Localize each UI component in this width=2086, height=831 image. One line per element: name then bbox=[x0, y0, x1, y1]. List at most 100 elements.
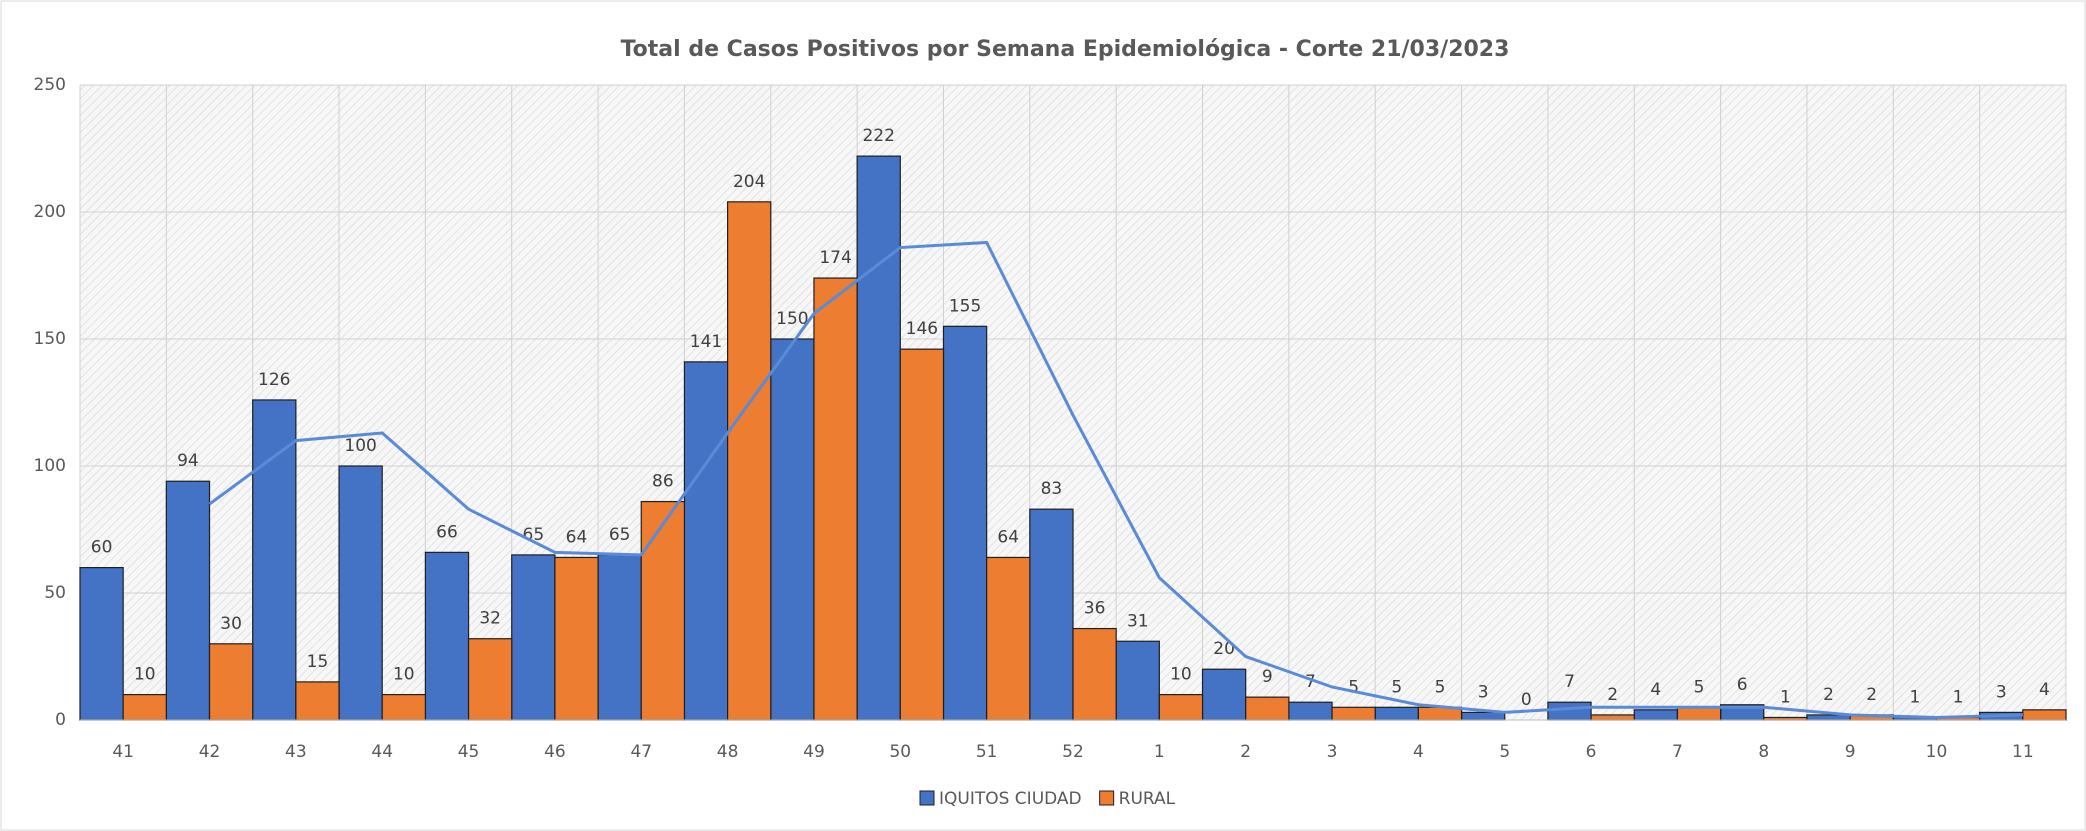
value-label: 174 bbox=[819, 248, 851, 268]
bar bbox=[1590, 714, 1635, 721]
value-label: 146 bbox=[906, 319, 938, 339]
y-tick-label: 0 bbox=[55, 710, 66, 730]
value-label: 3 bbox=[1478, 682, 1489, 702]
value-label: 100 bbox=[344, 436, 376, 456]
value-label: 5 bbox=[1348, 677, 1359, 697]
x-tick-label: 50 bbox=[889, 742, 911, 762]
chart-title: Total de Casos Positivos por Semana Epid… bbox=[621, 37, 1510, 62]
value-label: 66 bbox=[436, 522, 458, 542]
x-tick-label: 3 bbox=[1327, 742, 1338, 762]
value-label: 64 bbox=[997, 527, 1019, 547]
x-tick-label: 44 bbox=[371, 742, 393, 762]
x-tick-label: 41 bbox=[112, 742, 134, 762]
bar bbox=[1288, 701, 1333, 721]
value-label: 7 bbox=[1564, 672, 1575, 692]
value-label: 32 bbox=[479, 609, 501, 629]
value-label: 31 bbox=[1127, 611, 1149, 631]
x-tick-label: 45 bbox=[458, 742, 480, 762]
value-label: 2 bbox=[1866, 685, 1877, 705]
bar bbox=[856, 155, 901, 721]
bar bbox=[683, 361, 729, 721]
bar bbox=[1547, 701, 1592, 721]
y-tick-label: 100 bbox=[34, 456, 66, 476]
x-tick-label: 9 bbox=[1845, 742, 1856, 762]
bar bbox=[381, 693, 426, 721]
value-label: 15 bbox=[307, 652, 329, 672]
y-tick-label: 50 bbox=[44, 583, 66, 603]
bar bbox=[554, 556, 599, 721]
bar bbox=[1331, 706, 1376, 721]
value-label: 5 bbox=[1694, 677, 1705, 697]
value-label: 60 bbox=[91, 538, 113, 558]
bar bbox=[597, 554, 642, 721]
value-label: 4 bbox=[1650, 680, 1661, 700]
bar bbox=[813, 277, 858, 721]
value-label: 5 bbox=[1435, 677, 1446, 697]
trend-line bbox=[208, 240, 2023, 719]
value-label: 4 bbox=[2039, 680, 2050, 700]
x-tick-label: 10 bbox=[1926, 742, 1948, 762]
bar bbox=[511, 554, 556, 721]
value-label: 126 bbox=[258, 370, 290, 390]
legend-swatch bbox=[1099, 790, 1115, 806]
bar bbox=[986, 556, 1031, 721]
legend-label: IQUITOS CIUDAD bbox=[939, 789, 1082, 809]
value-label: 7 bbox=[1305, 672, 1316, 692]
value-label: 30 bbox=[220, 614, 242, 634]
value-label: 155 bbox=[949, 296, 981, 316]
bar bbox=[2022, 709, 2067, 721]
value-label: 10 bbox=[1170, 665, 1192, 685]
bar bbox=[727, 201, 772, 721]
x-tick-label: 1 bbox=[1154, 742, 1165, 762]
x-tick-label: 47 bbox=[630, 742, 652, 762]
x-tick-label: 11 bbox=[2012, 742, 2034, 762]
x-tick-label: 48 bbox=[717, 742, 739, 762]
value-label: 2 bbox=[1607, 685, 1618, 705]
x-tick-label: 51 bbox=[976, 742, 998, 762]
value-label: 204 bbox=[733, 172, 765, 192]
value-label: 1 bbox=[1780, 687, 1791, 707]
value-label: 0 bbox=[1521, 690, 1532, 710]
bar bbox=[467, 638, 513, 721]
bar bbox=[1633, 709, 1679, 721]
bar bbox=[1201, 668, 1247, 721]
bar bbox=[252, 399, 297, 721]
value-label: 20 bbox=[1213, 639, 1235, 659]
bar bbox=[1460, 711, 1506, 721]
bar bbox=[942, 325, 988, 721]
x-tick-label: 4 bbox=[1413, 742, 1424, 762]
value-label: 141 bbox=[690, 332, 722, 352]
x-tick-label: 7 bbox=[1672, 742, 1683, 762]
bar bbox=[899, 348, 945, 721]
x-tick-label: 42 bbox=[199, 742, 221, 762]
bar bbox=[1245, 696, 1290, 721]
bar bbox=[295, 681, 340, 721]
value-label: 10 bbox=[393, 665, 415, 685]
value-label: 5 bbox=[1391, 677, 1402, 697]
bar bbox=[1676, 706, 1722, 721]
value-label: 6 bbox=[1737, 675, 1748, 695]
x-tick-label: 2 bbox=[1240, 742, 1251, 762]
x-tick-label: 8 bbox=[1758, 742, 1769, 762]
x-tick-label: 6 bbox=[1586, 742, 1597, 762]
value-label: 94 bbox=[177, 451, 199, 471]
bar bbox=[424, 551, 470, 721]
bar bbox=[1115, 640, 1160, 721]
bar bbox=[79, 566, 124, 721]
y-tick-label: 250 bbox=[34, 75, 66, 95]
bar bbox=[122, 693, 167, 721]
bar bbox=[208, 643, 254, 721]
value-label: 36 bbox=[1084, 599, 1106, 619]
value-label: 222 bbox=[862, 126, 894, 146]
x-tick-label: 52 bbox=[1062, 742, 1084, 762]
y-tick-label: 200 bbox=[34, 202, 66, 222]
bar bbox=[338, 465, 383, 721]
bar bbox=[1374, 706, 1419, 721]
bar bbox=[1072, 627, 1117, 721]
bar bbox=[770, 338, 815, 721]
value-label: 64 bbox=[566, 527, 588, 547]
bar bbox=[1158, 693, 1204, 721]
x-tick-label: 5 bbox=[1499, 742, 1510, 762]
legend-swatch bbox=[919, 790, 935, 806]
